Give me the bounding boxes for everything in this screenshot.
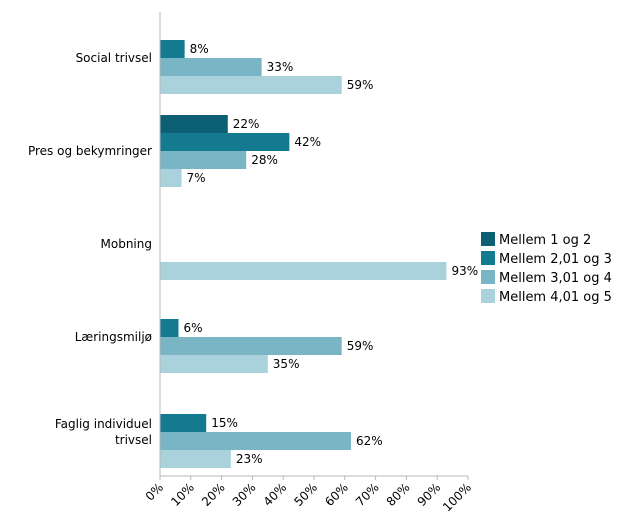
bar-laeringsmiljo-mellem-3-01-og-4 [160,337,342,355]
bar-faglig-individuel-trivsel-mellem-4-01-og-5 [160,450,231,468]
category-label-laeringsmiljo: Læringsmiljø [75,330,152,344]
x-tick-label: 100% [440,480,474,514]
legend-label-mellem-1-og-2: Mellem 1 og 2 [499,233,591,248]
legend-swatch-mellem-2-01-og-3 [481,251,495,265]
x-tick-label: 60% [322,480,351,509]
bar-social-trivsel-mellem-2-01-og-3 [160,40,185,58]
data-label-social-trivsel-mellem-2-01-og-3: 8% [190,42,209,56]
data-label-faglig-individuel-trivsel-mellem-4-01-og-5: 23% [236,452,263,466]
x-tick-label: 20% [199,480,228,509]
bar-pres-og-bekymringer-mellem-4-01-og-5 [160,169,182,187]
legend: Mellem 1 og 2 Mellem 2,01 og 3 Mellem 3,01… [481,232,612,305]
data-label-pres-og-bekymringer-mellem-4-01-og-5: 7% [187,171,206,185]
legend-label-mellem-4-01-og-5: Mellem 4,01 og 5 [499,290,612,305]
bar-laeringsmiljo-mellem-2-01-og-3 [160,319,179,337]
x-tick-label: 40% [261,480,290,509]
category-label-social-trivsel: Social trivsel [76,51,152,65]
data-label-social-trivsel-mellem-3-01-og-4: 33% [267,60,294,74]
x-tick-label: 30% [230,480,259,509]
data-label-faglig-individuel-trivsel-mellem-3-01-og-4: 62% [356,434,383,448]
bar-pres-og-bekymringer-mellem-3-01-og-4 [160,151,247,169]
bar-faglig-individuel-trivsel-mellem-2-01-og-3 [160,414,207,432]
x-tick-label: 80% [384,480,413,509]
data-label-pres-og-bekymringer-mellem-3-01-og-4: 28% [251,153,278,167]
value-labels-layer: 8% 33% 59% 22% 42% 28% 7% 93% 6% 59% 35% 15% 62% 23% [183,42,478,466]
data-label-pres-og-bekymringer-mellem-2-01-og-3: 42% [294,135,321,149]
legend-label-mellem-3-01-og-4: Mellem 3,01 og 4 [499,271,612,286]
legend-swatch-mellem-4-01-og-5 [481,289,495,303]
legend-swatch-mellem-3-01-og-4 [481,270,495,284]
x-tick-label: 50% [291,480,320,509]
bar-social-trivsel-mellem-3-01-og-4 [160,58,262,76]
bar-social-trivsel-mellem-4-01-og-5 [160,76,342,94]
x-tick-label: 10% [168,480,197,509]
data-label-laeringsmiljo-mellem-2-01-og-3: 6% [183,321,202,335]
data-label-social-trivsel-mellem-4-01-og-5: 59% [347,78,374,92]
category-label-pres-og-bekymringer: Pres og bekymringer [28,144,152,158]
legend-label-mellem-2-01-og-3: Mellem 2,01 og 3 [499,252,612,267]
bar-mobning-mellem-4-01-og-5 [160,262,447,280]
bar-pres-og-bekymringer-mellem-2-01-og-3 [160,133,290,151]
legend-swatch-mellem-1-og-2 [481,232,495,246]
data-label-faglig-individuel-trivsel-mellem-2-01-og-3: 15% [211,416,238,430]
category-label-faglig-individuel-trivsel: Faglig individuel trivsel [55,417,152,447]
category-labels-layer: Social trivsel Pres og bekymringer Mobning… [28,51,152,447]
bar-pres-og-bekymringer-mellem-1-og-2 [160,115,228,133]
x-tick-labels-layer: 0% 10% 20% 30% 40% 50% 60% 70% 80% 90%100% [143,476,474,514]
data-label-laeringsmiljo-mellem-4-01-og-5: 35% [273,357,300,371]
x-tick-label: 0% [143,480,166,503]
bar-laeringsmiljo-mellem-4-01-og-5 [160,355,268,373]
bars-layer [160,40,447,468]
data-label-pres-og-bekymringer-mellem-1-og-2: 22% [233,117,260,131]
category-label-mobning: Mobning [101,237,152,251]
bar-faglig-individuel-trivsel-mellem-3-01-og-4 [160,432,351,450]
data-label-laeringsmiljo-mellem-3-01-og-4: 59% [347,339,374,353]
x-tick-label: 70% [353,480,382,509]
data-label-mobning-mellem-4-01-og-5: 93% [451,264,478,278]
